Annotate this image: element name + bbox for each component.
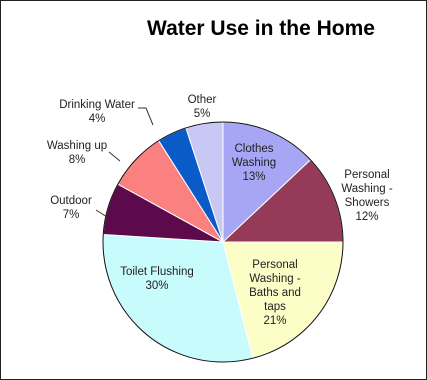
- chart-title: Water Use in the Home: [147, 17, 375, 40]
- slice-label-washing-up: Washing up 8%: [47, 140, 107, 166]
- slice-label-outdoor: Outdoor 7%: [50, 195, 92, 221]
- slice-label-clothes-washing: Clothes Washing 13%: [232, 143, 276, 183]
- slice-label-other: Other 5%: [188, 94, 217, 120]
- slice-label-toilet-flushing: Toilet Flushing 30%: [120, 266, 194, 292]
- leader-line: [108, 151, 121, 162]
- pie-outline: [102, 121, 344, 363]
- slice-label-personal-washing-baths-and-taps: Personal Washing -Baths and taps 21%: [249, 259, 301, 327]
- leader-line: [95, 209, 108, 218]
- leader-line: [138, 107, 154, 126]
- slice-label-personal-washing-showers: Personal Washing -Showers 12%: [341, 169, 393, 223]
- slice-label-drinking-water: Drinking Water 4%: [59, 99, 135, 125]
